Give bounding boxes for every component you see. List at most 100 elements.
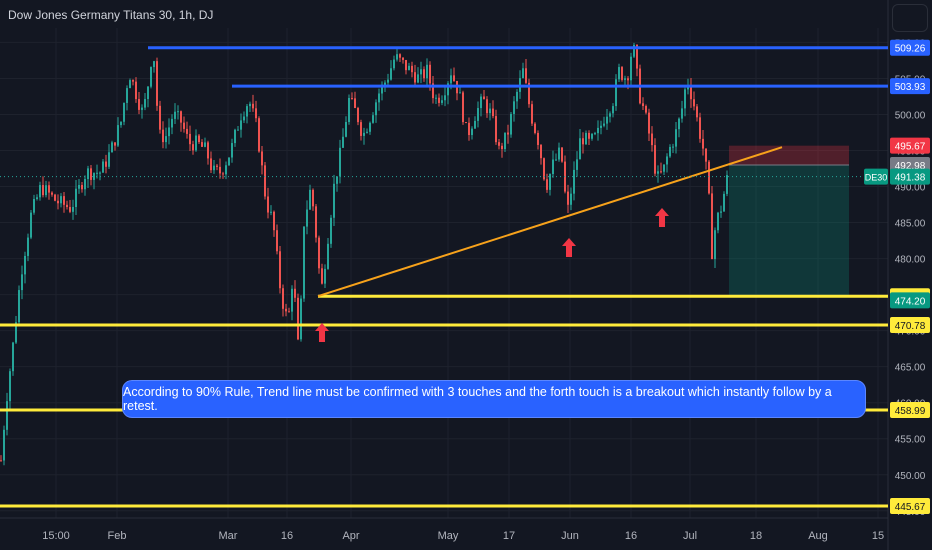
candle-body [321, 268, 323, 284]
candle-body [693, 99, 695, 107]
candle-body [66, 204, 68, 208]
candle-body [324, 268, 326, 284]
candle-body [660, 171, 662, 173]
candle-body [414, 72, 416, 83]
candle-body [396, 54, 398, 60]
candle-body [315, 206, 317, 238]
candle-body [6, 401, 8, 430]
candle-body [540, 144, 542, 159]
candle-body [87, 168, 89, 180]
x-tick-label: 18 [750, 530, 762, 542]
candle-body [666, 156, 668, 165]
candle-body [594, 133, 596, 135]
candle-body [681, 108, 683, 119]
candle-body [141, 107, 143, 110]
candle-body [441, 100, 443, 103]
candle-body [573, 169, 575, 194]
candle-body [360, 122, 362, 136]
candle-body [603, 123, 605, 126]
candle-body [126, 88, 128, 103]
candle-body [81, 185, 83, 190]
candle-body [144, 99, 146, 108]
candle-body [60, 196, 62, 204]
x-tick-label: May [438, 530, 459, 542]
price-label-stop: 495.67 [895, 142, 926, 153]
x-tick-label: Feb [108, 530, 127, 542]
symbol-tag: DE30 [865, 173, 888, 183]
touch-arrow-icon [655, 208, 669, 227]
candle-body [501, 145, 503, 150]
candle-body [402, 57, 404, 60]
candle-body [318, 237, 320, 269]
candle-body [162, 129, 164, 143]
candle-body [405, 59, 407, 71]
candle-body [585, 132, 587, 145]
level-label-bg [890, 401, 930, 418]
candle-body [180, 111, 182, 123]
x-tick-label: Jul [683, 530, 697, 542]
candle-body [42, 185, 44, 196]
candle-body [699, 117, 701, 139]
candle-body [12, 342, 14, 372]
candle-body [591, 133, 593, 139]
candle-body [285, 308, 287, 312]
candle-body [132, 80, 134, 82]
touch-arrow-icon [562, 238, 576, 257]
candle-body [345, 121, 347, 137]
candle-body [282, 288, 284, 309]
candle-body [168, 127, 170, 137]
candle-body [675, 129, 677, 147]
candle-body [246, 106, 248, 117]
candle-body [528, 82, 530, 105]
candle-body [153, 61, 155, 68]
candle-body [678, 118, 680, 130]
candle-body [633, 44, 635, 57]
candle-body [369, 122, 371, 132]
candle-body [432, 83, 434, 99]
candle-body [606, 116, 608, 124]
candle-body [399, 54, 401, 58]
candle-body [255, 108, 257, 119]
chart-settings-button[interactable] [892, 4, 928, 32]
candle-body [705, 148, 707, 162]
candle-body [408, 65, 410, 71]
candle-body [105, 161, 107, 167]
level-label-bg [890, 39, 930, 56]
candle-body [39, 185, 41, 198]
level-label: 445.67 [895, 502, 926, 513]
candle-body [57, 200, 59, 204]
candle-body [492, 108, 494, 117]
candle-body [138, 99, 140, 110]
candle-body [183, 122, 185, 129]
candle-body [276, 230, 278, 252]
level-label: 503.93 [895, 82, 926, 93]
candle-body [642, 103, 644, 107]
candle-body [570, 193, 572, 205]
candle-body [522, 68, 524, 79]
candle-body [717, 212, 719, 231]
candle-body [258, 118, 260, 152]
target-zone [729, 165, 849, 297]
candle-body [288, 311, 290, 313]
candle-body [435, 97, 437, 99]
candle-body [348, 97, 350, 122]
candle-body [102, 161, 104, 173]
candle-body [627, 78, 629, 81]
candle-body [111, 142, 113, 153]
candle-body [33, 199, 35, 213]
candle-body [291, 288, 293, 312]
candle-body [351, 97, 353, 99]
candle-body [429, 64, 431, 84]
candle-body [342, 136, 344, 148]
candle-body [159, 105, 161, 130]
candle-body [243, 116, 245, 121]
candle-body [201, 142, 203, 147]
candle-body [294, 288, 296, 298]
candle-body [363, 132, 365, 136]
candle-body [300, 298, 302, 340]
candle-body [546, 179, 548, 190]
level-label: 509.26 [895, 44, 926, 55]
candle-body [273, 211, 275, 231]
candle-body [21, 274, 23, 291]
